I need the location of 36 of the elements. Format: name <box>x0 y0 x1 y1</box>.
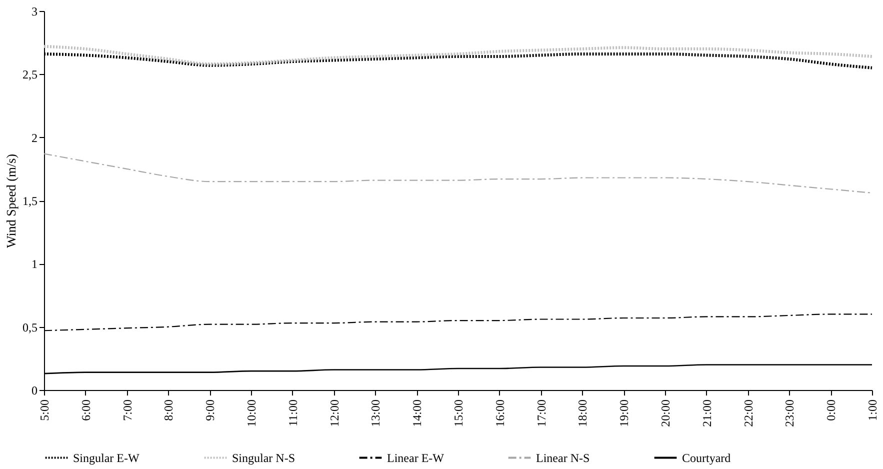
x-tick-label: 9:00 <box>203 400 218 421</box>
x-tick-label: 10:00 <box>244 400 258 427</box>
y-tick-label: 1,5 <box>22 194 38 208</box>
x-tick-label: 21:00 <box>700 400 714 427</box>
legend-label: Linear N-S <box>536 450 590 465</box>
x-tick-label: 18:00 <box>576 400 590 427</box>
y-tick-label: 0,5 <box>22 320 38 334</box>
x-tick-label: 16:00 <box>492 400 507 427</box>
x-tick-label: 7:00 <box>120 400 134 421</box>
x-tick-label: 20:00 <box>658 400 672 427</box>
x-tick-label: 1:00 <box>866 400 880 421</box>
x-tick-label: 19:00 <box>617 400 632 427</box>
x-tick-label: 11:00 <box>286 400 300 426</box>
x-tick-label: 6:00 <box>78 400 93 421</box>
legend-label: Courtyard <box>682 450 731 465</box>
legend-label: Linear E-W <box>387 450 445 465</box>
line-series <box>42 44 874 66</box>
line-series <box>43 153 873 194</box>
x-tick-label: 23:00 <box>782 400 797 427</box>
legend-label: Singular E-W <box>73 450 140 465</box>
x-tick-label: 13:00 <box>368 400 383 427</box>
x-tick-label: 12:00 <box>327 400 342 427</box>
y-tick-label: 0 <box>32 384 38 398</box>
x-tick-label: 22:00 <box>741 400 756 427</box>
x-tick-label: 14:00 <box>410 400 424 427</box>
y-tick-label: 1 <box>32 257 38 272</box>
y-tick-label: 2,5 <box>22 68 38 82</box>
legend-label: Singular N-S <box>232 450 295 465</box>
x-tick-label: 8:00 <box>162 400 176 421</box>
x-tick-label: 0:00 <box>824 400 838 421</box>
y-tick-label: 2 <box>32 130 38 145</box>
x-tick-label: 15:00 <box>452 400 466 427</box>
y-tick-label: 3 <box>32 4 38 18</box>
y-axis-title: Wind Speed (m/s) <box>4 154 18 248</box>
x-tick-label: 17:00 <box>534 400 548 427</box>
x-tick-label: 5:00 <box>38 400 52 421</box>
